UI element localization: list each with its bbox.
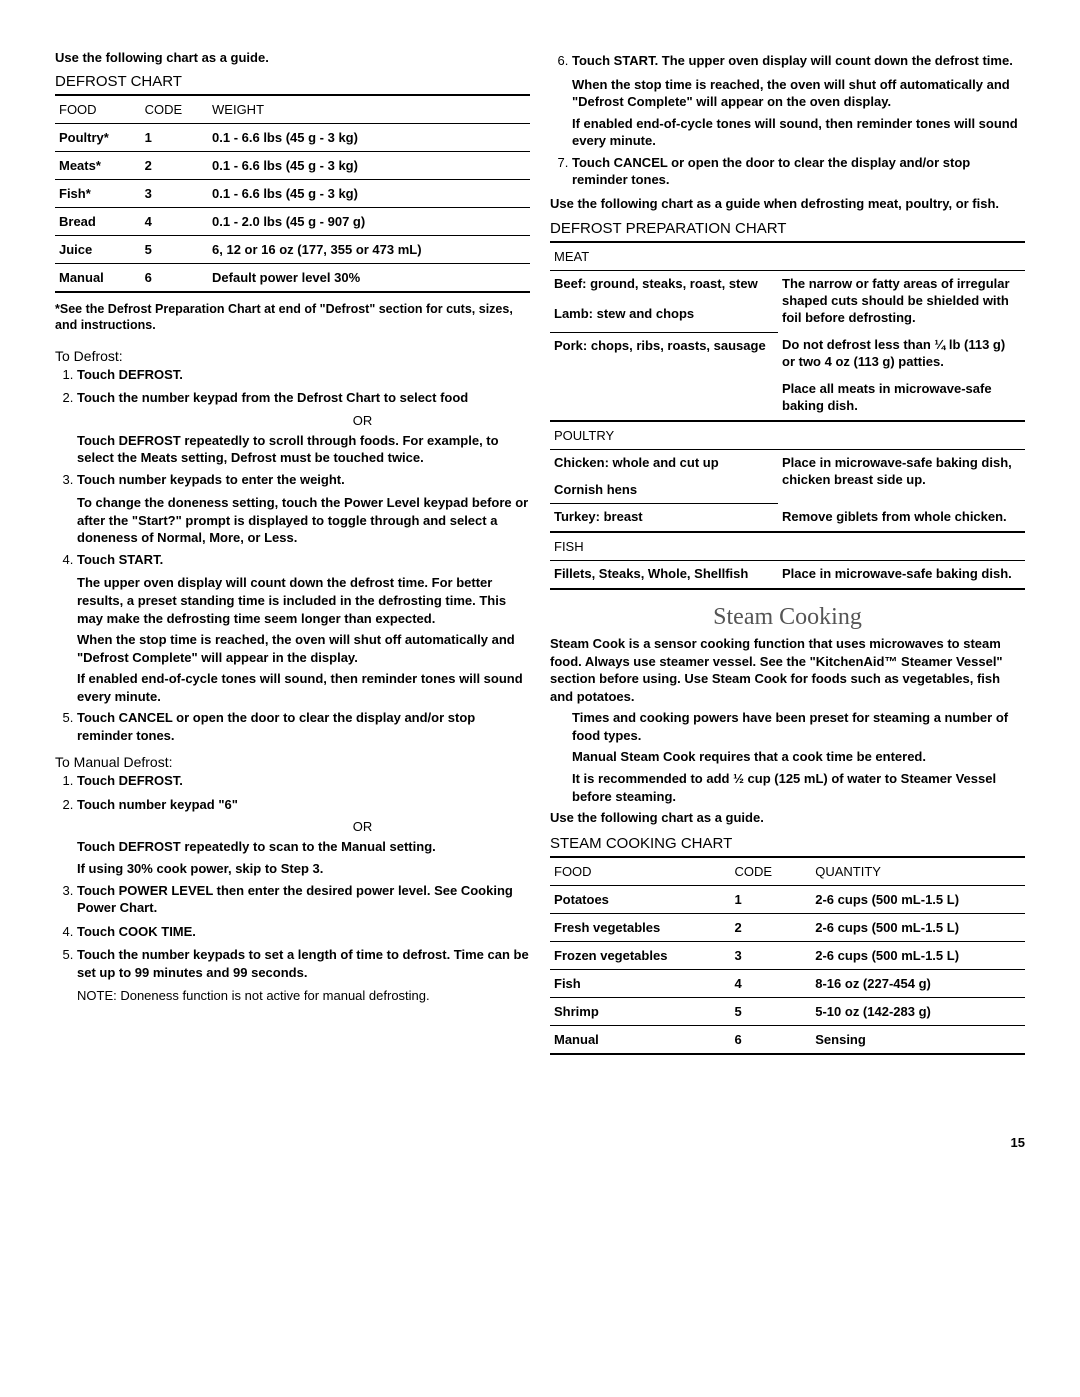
m-step-3: Touch POWER LEVEL then enter the desired…	[77, 882, 530, 917]
defrost-chart-table: FOOD CODE WEIGHT Poultry*10.1 - 6.6 lbs …	[55, 94, 530, 293]
prep-cell: Place all meats in microwave-safe baking…	[778, 376, 1025, 421]
prep-cell: Turkey: breast	[550, 504, 778, 532]
prep-cell: Beef: ground, steaks, roast, stew	[550, 271, 778, 302]
prep-cell: Cornish hens	[550, 477, 778, 504]
step-1: Touch DEFROST.	[77, 366, 530, 384]
table-row: Manual6Sensing	[550, 1025, 1025, 1054]
prep-cell: Lamb: stew and chops	[550, 301, 778, 332]
page-number: 15	[55, 1135, 1025, 1150]
prep-cell: Pork: chops, ribs, roasts, sausage	[550, 332, 778, 376]
table-row: Fresh vegetables22-6 cups (500 mL-1.5 L)	[550, 913, 1025, 941]
prep-cell: Place in microwave-safe baking dish, chi…	[778, 449, 1025, 504]
col-quantity: QUANTITY	[811, 857, 1025, 886]
defrost-chart-title: DEFROST CHART	[55, 73, 530, 90]
step-3-body: To change the doneness setting, touch th…	[77, 494, 530, 547]
steam-chart-title: STEAM COOKING CHART	[550, 835, 1025, 852]
table-row: Meats*20.1 - 6.6 lbs (45 g - 3 kg)	[55, 152, 530, 180]
prep-chart-table: MEAT Beef: ground, steaks, roast, stewTh…	[550, 241, 1025, 590]
cat-poultry: POULTRY	[550, 421, 1025, 450]
r-step-6: Touch START. The upper oven display will…	[572, 52, 1025, 70]
to-defrost-steps-cont3: Touch CANCEL or open the door to clear t…	[55, 709, 530, 744]
step-4-body3: If enabled end-of-cycle tones will sound…	[77, 670, 530, 705]
step-4: Touch START.	[77, 551, 530, 569]
table-header-row: FOOD CODE WEIGHT	[55, 95, 530, 124]
steam-chart-table: FOOD CODE QUANTITY Potatoes12-6 cups (50…	[550, 856, 1025, 1055]
steam-p4: It is recommended to add ½ cup (125 mL) …	[572, 770, 1025, 805]
m-step-5: Touch the number keypads to set a length…	[77, 946, 530, 981]
cat-meat: MEAT	[550, 242, 1025, 271]
to-defrost-steps-cont2: Touch START.	[55, 551, 530, 569]
steam-p1: Steam Cook is a sensor cooking function …	[550, 635, 1025, 705]
prep-chart-title: DEFROST PREPARATION CHART	[550, 220, 1025, 237]
r-step-7: Touch CANCEL or open the door to clear t…	[572, 154, 1025, 189]
steam-guide: Use the following chart as a guide.	[550, 809, 1025, 827]
right-steps: Touch START. The upper oven display will…	[550, 52, 1025, 70]
prep-cell: Chicken: whole and cut up	[550, 449, 778, 476]
m-step-5-note: NOTE: Doneness function is not active fo…	[77, 987, 530, 1005]
to-defrost-steps-cont: Touch number keypads to enter the weight…	[55, 471, 530, 489]
step-4-body2: When the stop time is reached, the oven …	[77, 631, 530, 666]
manual-defrost-steps: Touch DEFROST. Touch number keypad "6"	[55, 772, 530, 813]
table-row: Potatoes12-6 cups (500 mL-1.5 L)	[550, 885, 1025, 913]
prep-cell: Do not defrost less than ¼ lb (113 g) or…	[778, 332, 1025, 376]
m-step-2b: Touch DEFROST repeatedly to scan to the …	[77, 838, 530, 856]
prep-guide-text: Use the following chart as a guide when …	[550, 195, 1025, 213]
col-food: FOOD	[550, 857, 731, 886]
manual-defrost-steps-cont: Touch POWER LEVEL then enter the desired…	[55, 882, 530, 982]
two-column-layout: Use the following chart as a guide. DEFR…	[55, 50, 1025, 1055]
or-divider: OR	[195, 413, 530, 428]
cat-fish: FISH	[550, 532, 1025, 561]
prep-cell: Remove giblets from whole chicken.	[778, 504, 1025, 532]
right-column: Touch START. The upper oven display will…	[550, 50, 1025, 1055]
table-row: Fish*30.1 - 6.6 lbs (45 g - 3 kg)	[55, 180, 530, 208]
prep-cell: Fillets, Steaks, Whole, Shellfish	[550, 561, 778, 589]
table-row: Frozen vegetables32-6 cups (500 mL-1.5 L…	[550, 941, 1025, 969]
table-row: Manual6Default power level 30%	[55, 264, 530, 293]
step-5: Touch CANCEL or open the door to clear t…	[77, 709, 530, 744]
right-steps-cont: Touch CANCEL or open the door to clear t…	[550, 154, 1025, 189]
manual-defrost-heading: To Manual Defrost:	[55, 754, 530, 770]
manual-page: Use the following chart as a guide. DEFR…	[0, 0, 1080, 1190]
prep-cell: Place in microwave-safe baking dish.	[778, 561, 1025, 589]
or-divider-2: OR	[195, 819, 530, 834]
defrost-chart-footnote: *See the Defrost Preparation Chart at en…	[55, 301, 530, 334]
table-row: Fish48-16 oz (227-454 g)	[550, 969, 1025, 997]
step-2: Touch the number keypad from the Defrost…	[77, 389, 530, 407]
table-row: Juice56, 12 or 16 oz (177, 355 or 473 mL…	[55, 236, 530, 264]
m-step-2c: If using 30% cook power, skip to Step 3.	[77, 860, 530, 878]
table-row: Bread40.1 - 2.0 lbs (45 g - 907 g)	[55, 208, 530, 236]
prep-cell	[550, 376, 778, 421]
col-code: CODE	[141, 95, 208, 124]
left-column: Use the following chart as a guide. DEFR…	[55, 50, 530, 1055]
table-row: Poultry*10.1 - 6.6 lbs (45 g - 3 kg)	[55, 124, 530, 152]
steam-p2: Times and cooking powers have been prese…	[572, 709, 1025, 744]
table-header-row: FOOD CODE QUANTITY	[550, 857, 1025, 886]
m-step-4: Touch COOK TIME.	[77, 923, 530, 941]
step-3: Touch number keypads to enter the weight…	[77, 471, 530, 489]
to-defrost-steps: Touch DEFROST. Touch the number keypad f…	[55, 366, 530, 407]
step-2-alt: Touch DEFROST repeatedly to scroll throu…	[77, 432, 530, 467]
r-step-6b: When the stop time is reached, the oven …	[572, 76, 1025, 111]
col-weight: WEIGHT	[208, 95, 530, 124]
intro-text: Use the following chart as a guide.	[55, 50, 530, 65]
m-step-2: Touch number keypad "6"	[77, 796, 530, 814]
col-food: FOOD	[55, 95, 141, 124]
table-row: Shrimp55-10 oz (142-283 g)	[550, 997, 1025, 1025]
steam-cooking-title: Steam Cooking	[550, 604, 1025, 631]
r-step-6c: If enabled end-of-cycle tones will sound…	[572, 115, 1025, 150]
step-4-body1: The upper oven display will count down t…	[77, 574, 530, 627]
col-code: CODE	[731, 857, 812, 886]
prep-cell: The narrow or fatty areas of irregular s…	[778, 271, 1025, 332]
steam-p3: Manual Steam Cook requires that a cook t…	[572, 748, 1025, 766]
m-step-1: Touch DEFROST.	[77, 772, 530, 790]
to-defrost-heading: To Defrost:	[55, 348, 530, 364]
